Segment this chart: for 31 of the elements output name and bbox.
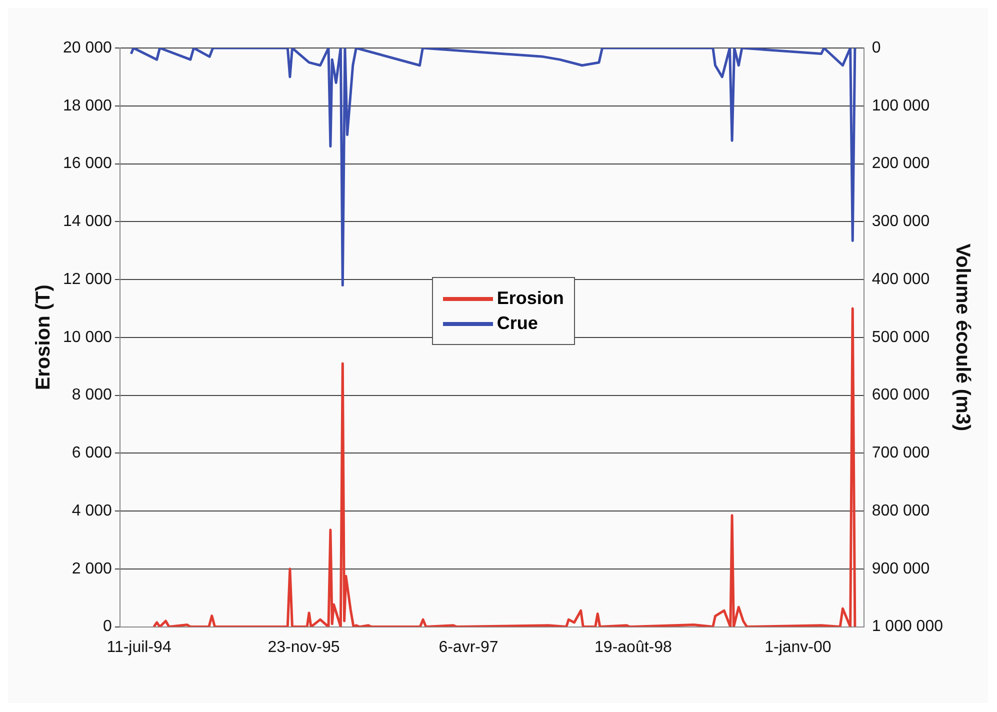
y-tick-label: 20 000 (63, 39, 112, 56)
x-tick-label: 11-juil-94 (106, 638, 172, 656)
x-tick-label: 1-janv-00 (764, 638, 832, 656)
y-axis-title: Erosion (T) (32, 284, 55, 390)
y2-tick-label: 800 000 (872, 502, 930, 520)
y-tick-label: 0 (103, 618, 112, 636)
y2-tick-label: 200 000 (872, 155, 930, 172)
x-tick-label: 23-nov-95 (268, 638, 340, 656)
y-tick-label: 10 000 (63, 328, 112, 346)
legend-label: Crue (496, 313, 538, 334)
y-tick-label: 8 000 (72, 386, 112, 404)
y2-tick-label: 1 000 000 (872, 618, 944, 636)
y2-tick-label: 600 000 (872, 386, 930, 404)
x-tick-label: 6-avr-97 (438, 638, 498, 656)
x-tick-label: 19-août-98 (594, 638, 672, 656)
y2-tick-label: 900 000 (872, 560, 930, 578)
y2-tick-label: 400 000 (872, 270, 930, 288)
y2-tick-label: 0 (872, 39, 881, 56)
y2-axis-title: Volume écoulé (m3) (951, 244, 974, 432)
y-tick-label: 2 000 (72, 560, 112, 578)
y2-tick-label: 500 000 (872, 328, 930, 346)
y-tick-label: 12 000 (63, 270, 112, 288)
y2-tick-label: 100 000 (872, 97, 930, 114)
y-tick-label: 18 000 (63, 97, 112, 114)
y2-tick-label: 700 000 (872, 444, 930, 462)
y2-tick-label: 300 000 (872, 213, 930, 230)
legend-label: Erosion (496, 288, 564, 310)
y-tick-label: 4 000 (72, 502, 112, 520)
y-tick-label: 14 000 (63, 213, 112, 230)
y-tick-label: 16 000 (63, 155, 112, 172)
y-tick-label: 6 000 (72, 444, 112, 462)
